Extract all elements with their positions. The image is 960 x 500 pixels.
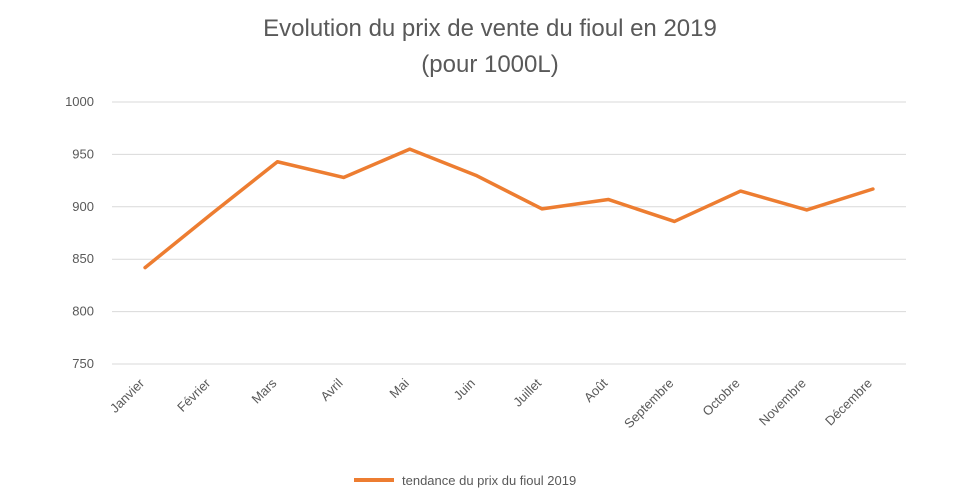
x-tick-label: Novembre — [756, 376, 809, 429]
x-tick-label: Février — [174, 375, 214, 415]
data-point — [408, 147, 412, 151]
x-tick-label: Janvier — [107, 375, 148, 416]
data-point — [143, 266, 147, 270]
x-tick-label: Octobre — [699, 376, 742, 419]
gridlines — [112, 101, 906, 365]
y-tick-label: 950 — [72, 146, 94, 161]
y-tick-label: 900 — [72, 199, 94, 214]
x-tick-label: Septembre — [621, 376, 677, 432]
x-tick-label: Décembre — [822, 376, 875, 429]
x-tick-label: Mai — [386, 375, 411, 400]
chart-title: Evolution du prix de vente du fioul en 2… — [263, 15, 717, 42]
data-point — [209, 212, 213, 216]
y-tick-label: 750 — [72, 356, 94, 371]
x-tick-label: Juin — [451, 376, 478, 403]
data-point — [342, 175, 346, 179]
legend: tendance du prix du fioul 2019 — [354, 473, 576, 488]
series-line — [143, 147, 875, 270]
data-point — [606, 197, 610, 201]
x-tick-label: Mars — [249, 375, 280, 406]
series-layer — [143, 147, 875, 270]
x-tick-label: Avril — [317, 375, 345, 403]
y-tick-label: 800 — [72, 304, 94, 319]
data-point — [805, 208, 809, 212]
data-point — [739, 189, 743, 193]
x-axis-tick-labels: Janvier Février Mars Avril Mai Juin Juillet Aoû… — [107, 375, 875, 431]
x-tick-label: Août — [581, 375, 611, 405]
data-point — [474, 173, 478, 177]
data-point — [540, 207, 544, 211]
y-tick-label: 850 — [72, 251, 94, 266]
chart-subtitle: (pour 1000L) — [421, 51, 558, 78]
y-tick-label: 1000 — [65, 94, 94, 109]
legend-label: tendance du prix du fioul 2019 — [402, 473, 576, 488]
x-tick-label: Juillet — [510, 375, 544, 409]
data-point — [871, 187, 875, 191]
y-axis-tick-labels: 750 800 850 900 950 1000 — [65, 94, 94, 371]
data-point — [275, 160, 279, 164]
data-point — [672, 219, 676, 223]
